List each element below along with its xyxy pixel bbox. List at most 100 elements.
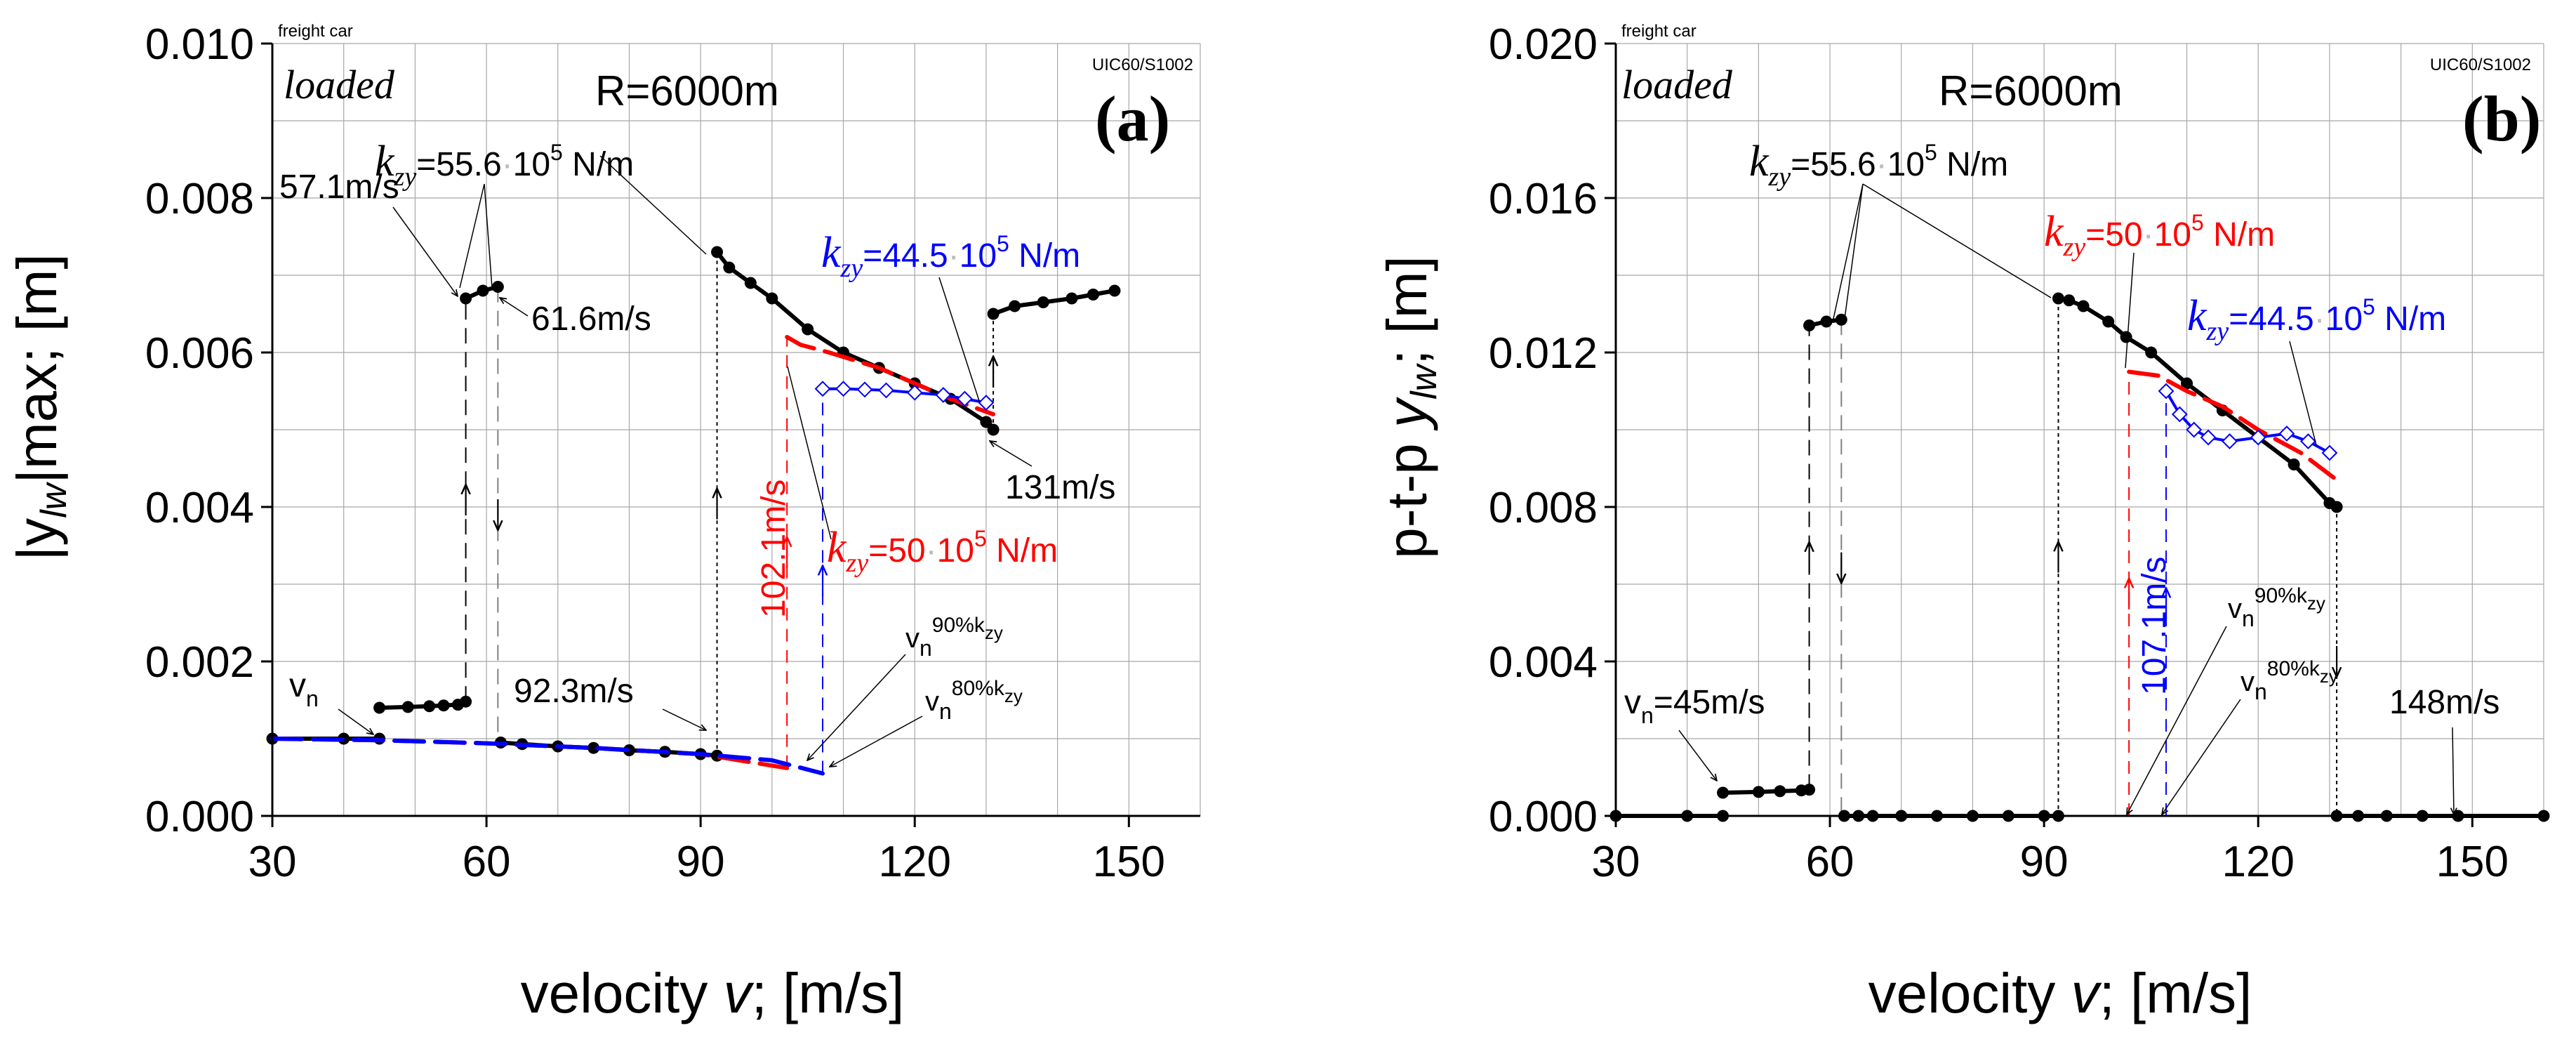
chart-panel-b: 30 60 90 120 150 0.000 0.004 0.008 0.012 0.016 0.0… (1376, 20, 2550, 1024)
data-point (2330, 501, 2343, 513)
x-tick-label: 120 (2222, 838, 2295, 886)
data-point (835, 381, 851, 397)
data-point (1774, 785, 1786, 798)
k-exp: 5 (1925, 140, 1937, 165)
data-point (980, 416, 992, 428)
data-point (401, 701, 414, 713)
y-tick-label: 0.004 (145, 484, 254, 532)
data-point (2171, 406, 2188, 423)
data-point (2186, 421, 2203, 438)
data-point (460, 292, 472, 305)
x-title-part1: velocity (521, 962, 724, 1024)
vn80-sup: 80%k (2267, 657, 2321, 680)
speed-131-label-a: 131m/s (1005, 469, 1115, 506)
kzy-50-label-b: kzy=50·105 N/m (2044, 208, 2275, 262)
data-point (744, 277, 757, 289)
vn90-v: v (905, 623, 919, 654)
arrow-61-a (500, 298, 529, 317)
vn90-v: v (2228, 593, 2242, 624)
vn-value: =45m/s (1654, 684, 1765, 721)
data-point (906, 384, 923, 401)
y-tick-label: 0.002 (145, 638, 254, 687)
leader-k556-b-3 (1862, 183, 2052, 298)
data-point (987, 308, 1000, 320)
k-symbol: k (821, 229, 842, 277)
data-point (814, 381, 831, 397)
condition-label-b: loaded (1621, 62, 1733, 107)
data-point (878, 382, 894, 399)
profile-label-b: UIC60/S1002 (2430, 55, 2531, 74)
grid-a (272, 43, 1201, 817)
y-tick-label: 0.010 (145, 20, 254, 69)
data-point (1803, 784, 1816, 796)
data-point (1065, 292, 1078, 305)
k-value: =50 (868, 532, 925, 569)
x-title-var: v (724, 962, 755, 1024)
y-title-sub: lw (34, 481, 74, 518)
vn80-sub: n (2255, 679, 2267, 704)
arrow-57-a (392, 206, 458, 296)
panel-label-a: (a) (1095, 83, 1170, 154)
arrow-92-a (662, 708, 706, 730)
data-point (723, 261, 736, 274)
vn-sub: n (1641, 703, 1654, 728)
data-point (1108, 284, 1121, 297)
series-line (270, 737, 825, 776)
y-title-part2: |max; [m] (6, 253, 68, 483)
speed-57-label-a: 57.1m/s (279, 169, 399, 206)
tick-labels-b: 30 60 90 120 150 0.000 0.004 0.008 0.012 0.016 0.0… (1489, 20, 2509, 886)
leader-k556-b-1 (1833, 183, 1864, 319)
arrow-vn90-b (2127, 626, 2227, 815)
x-tick-label: 30 (248, 838, 297, 886)
data-point (2300, 433, 2316, 449)
data-point (587, 741, 600, 754)
data-point (1803, 319, 1816, 331)
y-tick-label: 0.000 (1489, 793, 1598, 841)
data-point (491, 281, 504, 293)
data-point (2077, 300, 2090, 312)
kzy-55-label-a: kzy=55.6·105 N/m (375, 138, 634, 192)
vn80-label-b: vn80%kzy (2240, 657, 2338, 704)
vn80-label-a: vn80%kzy (925, 677, 1023, 724)
data-point (802, 323, 814, 336)
data-point (987, 423, 1000, 436)
y-title-part1: p-t-p (1376, 428, 1438, 559)
data-point (1087, 289, 1099, 301)
k-subscript: zy (1768, 162, 1791, 192)
vn90-subsub: zy (985, 622, 1003, 643)
series-line (2127, 369, 2339, 482)
k-subscript: zy (394, 162, 417, 192)
leader-k556-a-2 (484, 183, 493, 289)
radius-label-b: R=6000m (1939, 67, 2123, 114)
arrow-148-b (2452, 727, 2454, 815)
data-point (1820, 315, 1833, 328)
x-tick-label: 60 (1806, 838, 1854, 886)
jump-lines-b (1810, 298, 2337, 816)
k-symbol: k (375, 138, 395, 185)
data-point (2052, 292, 2064, 305)
vn45-label-b: vn=45m/s (1624, 684, 1765, 728)
data-point (477, 284, 489, 297)
k-exp: 5 (550, 140, 563, 165)
data-point (437, 699, 450, 712)
speed-107-label-b: 107.1m/s (2136, 557, 2173, 695)
x-axis-title-b: velocity v; [m/s] (1868, 962, 2252, 1024)
arrow-vn-a (338, 708, 373, 734)
speed-92-label-a: 92.3m/s (514, 673, 634, 710)
vn80-v: v (2240, 666, 2255, 697)
arrow-131-a (990, 441, 1033, 467)
k-subscript: zy (2063, 232, 2086, 262)
k-exp: 5 (997, 231, 1009, 256)
leader-k556-a-1 (459, 183, 485, 289)
series-group-b (1609, 292, 2550, 822)
k-dot: · (2314, 301, 2325, 338)
data-point (2278, 426, 2295, 442)
k-symbol: k (827, 524, 847, 572)
data-point (373, 701, 386, 714)
data-point (1009, 300, 1021, 312)
data-point (1717, 786, 1729, 799)
series-group-a (266, 246, 1121, 776)
k-unit: N/m (987, 532, 1058, 569)
y-tick-label: 0.000 (145, 793, 254, 841)
k-dot: · (948, 237, 960, 275)
